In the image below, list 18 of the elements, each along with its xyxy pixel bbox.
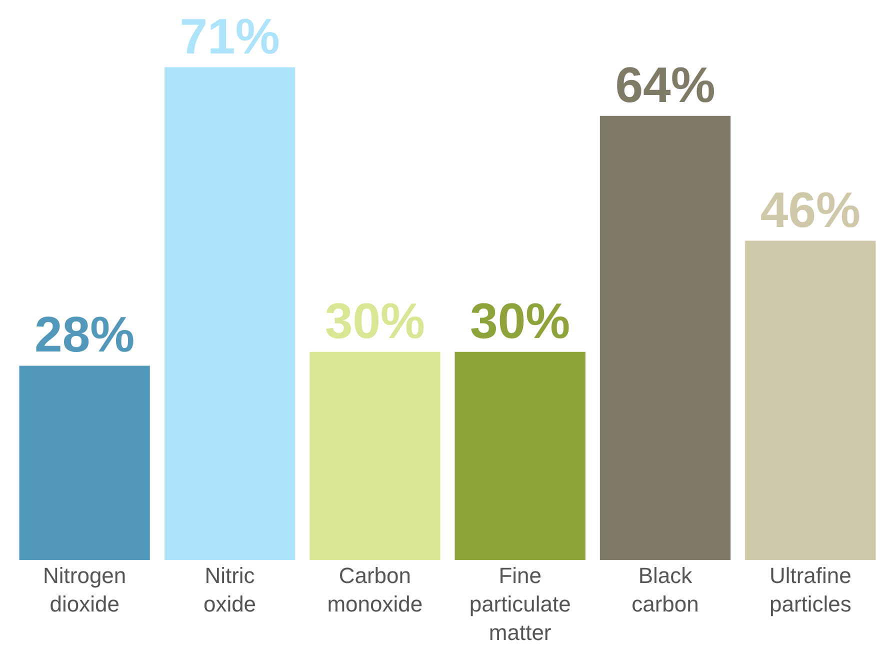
data-label: 46% — [760, 182, 860, 238]
bar — [310, 352, 440, 560]
x-tick-label: Nitric oxide — [203, 563, 256, 617]
data-label: 28% — [34, 306, 135, 363]
bar — [600, 116, 731, 560]
x-tick-label: Nitrogen dioxide — [43, 563, 126, 617]
x-tick-label: Carbon monoxide — [327, 563, 423, 617]
data-label: 30% — [324, 292, 425, 349]
bar — [164, 67, 296, 560]
data-label: 30% — [470, 292, 570, 349]
bar — [454, 352, 586, 560]
data-label: 71% — [180, 8, 280, 64]
bar — [19, 366, 150, 560]
bar — [745, 240, 876, 560]
x-tick-label: Fine particulate matter — [469, 563, 571, 646]
x-tick-label: Ultrafine particles — [769, 563, 852, 617]
data-label: 64% — [615, 56, 716, 113]
x-tick-label: Black carbon — [632, 563, 699, 617]
